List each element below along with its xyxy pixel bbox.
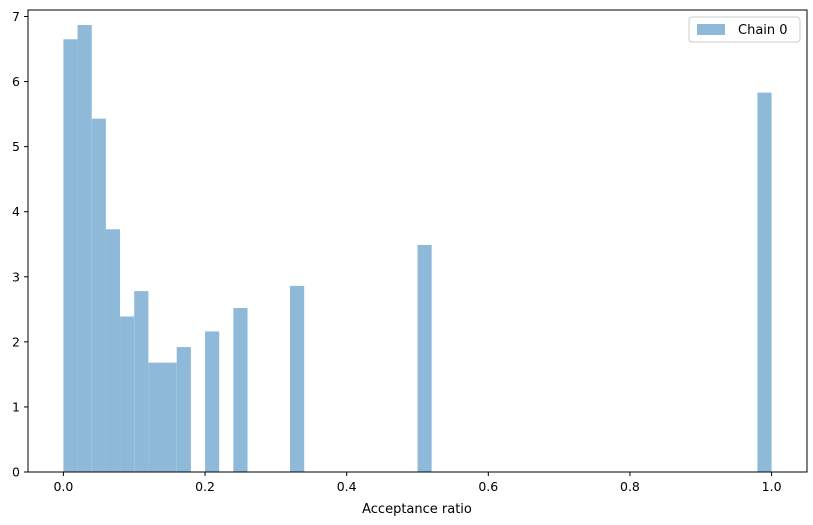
histogram-bars [63, 24, 772, 473]
x-tick-label: 0.0 [53, 479, 73, 494]
histogram-bar [162, 362, 177, 472]
y-tick-label: 6 [12, 74, 20, 89]
histogram-bar [176, 347, 191, 472]
y-tick-label: 7 [12, 9, 20, 24]
legend: Chain 0 [688, 16, 801, 43]
histogram-bar [77, 24, 92, 472]
y-tick-label: 0 [12, 465, 20, 480]
x-tick-label: 0.8 [620, 479, 640, 494]
histogram-bar [757, 92, 772, 472]
y-tick-label: 2 [12, 334, 20, 349]
y-tick-label: 1 [12, 399, 20, 414]
y-tick-label: 4 [12, 204, 20, 219]
histogram-bar [91, 118, 106, 473]
x-axis-ticks: 0.0 0.2 0.4 0.6 0.8 1.0 [53, 472, 782, 494]
legend-box [688, 16, 801, 43]
histogram-bar [134, 291, 149, 472]
histogram-bar [205, 331, 220, 472]
y-axis-ticks: 0 1 2 3 4 5 6 7 [12, 9, 28, 480]
histogram-bar [233, 308, 248, 472]
x-tick-label: 0.2 [195, 479, 215, 494]
plot-frame [27, 9, 808, 473]
x-tick-label: 1.0 [762, 479, 782, 494]
histogram-bar [417, 244, 432, 472]
x-tick-label: 0.6 [478, 479, 498, 494]
histogram-bar [63, 39, 78, 472]
y-tick-label: 5 [12, 139, 20, 154]
x-tick-label: 0.4 [337, 479, 357, 494]
histogram-bar [120, 316, 135, 472]
legend-label-chain-0: Chain 0 [738, 23, 788, 38]
x-axis-label: Acceptance ratio [362, 502, 472, 517]
histogram-bar [105, 229, 121, 472]
histogram-bar [148, 362, 163, 472]
histogram-bar [290, 285, 305, 472]
y-tick-label: 3 [12, 269, 20, 284]
legend-swatch [697, 24, 725, 35]
